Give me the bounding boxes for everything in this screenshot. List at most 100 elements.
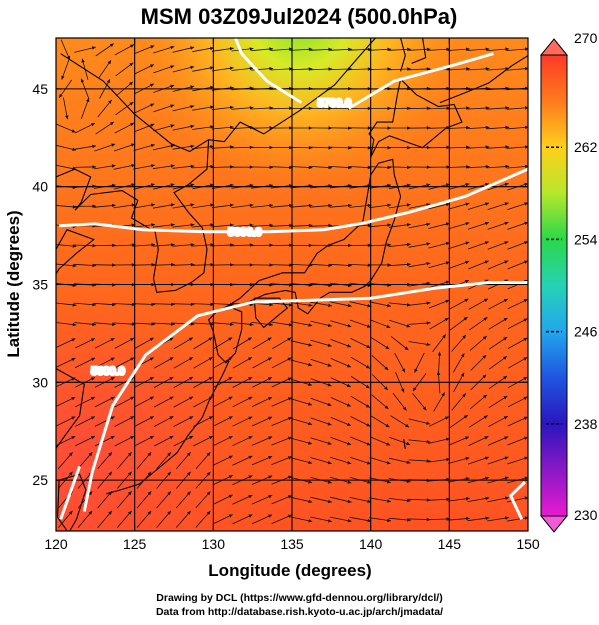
map-gridlines (56, 38, 528, 531)
x-tick-label: 135 (280, 536, 304, 552)
wind-arrowhead (465, 260, 470, 265)
wind-vector (350, 416, 371, 427)
wind-arrowhead (407, 67, 411, 71)
wind-vector (507, 337, 528, 349)
wind-vector (467, 146, 490, 149)
wind-vector (447, 517, 470, 521)
wind-arrowhead (287, 397, 292, 401)
wind-arrowhead (129, 62, 134, 67)
wind-vector (350, 338, 371, 349)
wind-arrowhead (407, 47, 411, 52)
wind-arrowhead (269, 223, 274, 228)
wind-vector (192, 126, 215, 130)
wind-arrowhead (169, 357, 174, 361)
wind-vector (56, 144, 77, 151)
height-contour-line (508, 481, 526, 520)
wind-vector (508, 356, 528, 369)
wind-vector (94, 435, 115, 447)
wind-arrowhead (248, 377, 253, 381)
wind-arrowhead (308, 343, 313, 347)
wind-arrowhead (505, 47, 510, 51)
wind-arrowhead (92, 204, 97, 208)
wind-vector (349, 204, 372, 208)
wind-vector (134, 103, 155, 114)
wind-arrowhead (327, 363, 332, 367)
wind-arrowhead (308, 323, 313, 327)
wind-arrowhead (190, 262, 195, 267)
wind-arrowhead (130, 44, 135, 48)
wind-vector (93, 165, 116, 170)
wind-vector (116, 451, 132, 470)
wind-vector (310, 225, 333, 227)
wind-arrowhead (308, 223, 313, 228)
wind-arrowhead (463, 317, 468, 321)
wind-arrowhead (190, 124, 195, 129)
wind-vector (370, 336, 390, 350)
wind-arrowhead (365, 365, 370, 369)
wind-arrowhead (269, 263, 274, 267)
wind-vector (152, 224, 175, 228)
wind-vector (154, 357, 174, 369)
wind-arrowhead (208, 337, 213, 341)
wind-vector (113, 244, 136, 247)
wind-vector (390, 336, 409, 351)
wind-arrowhead (328, 223, 333, 228)
wind-vector (97, 451, 113, 470)
wind-arrowhead (385, 345, 390, 350)
wind-arrowhead (110, 377, 115, 381)
wind-arrowhead (348, 146, 352, 150)
wind-arrowhead (190, 183, 195, 187)
height-contour-line (59, 167, 528, 234)
wind-arrowhead (483, 317, 488, 321)
wind-arrowhead (464, 280, 469, 284)
wind-arrowhead (441, 392, 445, 397)
wind-vector (428, 498, 451, 501)
wind-vector (329, 301, 352, 307)
wind-vector (449, 414, 469, 429)
wind-arrowhead (504, 221, 509, 226)
wind-arrowhead (445, 261, 450, 265)
wind-vector (330, 496, 352, 503)
wind-vector (56, 416, 76, 427)
wind-arrowhead (91, 357, 95, 361)
wind-arrowhead (387, 67, 392, 71)
wind-arrowhead (170, 164, 175, 168)
wind-vector (392, 392, 407, 411)
wind-arrowhead (110, 121, 114, 126)
wind-arrowhead (503, 396, 508, 400)
wind-arrowhead (127, 452, 132, 457)
wind-vector (488, 317, 508, 330)
wind-vector (290, 166, 313, 169)
wind-arrowhead (88, 510, 93, 515)
wind-arrowhead (127, 491, 132, 496)
wind-vector (271, 436, 293, 446)
wind-vector (429, 317, 449, 330)
wind-vector (290, 418, 313, 425)
wind-vector (192, 66, 214, 72)
wind-arrowhead (229, 47, 234, 51)
wind-vector (56, 205, 77, 208)
wind-vector (133, 144, 155, 151)
wind-arrowhead (426, 342, 431, 346)
wind-vector (173, 416, 194, 427)
wind-vector (152, 144, 175, 151)
wind-arrowhead (80, 78, 85, 83)
colorbar-ticks: 270 262 254 246 238 230 (546, 30, 598, 523)
wind-vector (349, 146, 372, 149)
wind-arrowhead (230, 125, 234, 129)
wind-arrowhead (210, 223, 214, 227)
wind-arrowhead (130, 436, 135, 440)
wind-vector (330, 358, 352, 368)
wind-arrowhead (485, 47, 490, 51)
wind-arrowhead (524, 496, 528, 500)
wind-vector (152, 203, 175, 209)
wind-arrowhead (206, 471, 211, 476)
wind-vector (290, 340, 313, 347)
wind-arrowhead (170, 65, 175, 69)
wind-vector (469, 335, 488, 351)
wind-arrowhead (129, 81, 133, 86)
chart-title: MSM 03Z09Jul2024 (500.0hPa) (141, 4, 458, 29)
wind-vector (134, 337, 154, 349)
wind-vector (310, 320, 332, 327)
contour-label: 5700.0 (318, 98, 352, 110)
